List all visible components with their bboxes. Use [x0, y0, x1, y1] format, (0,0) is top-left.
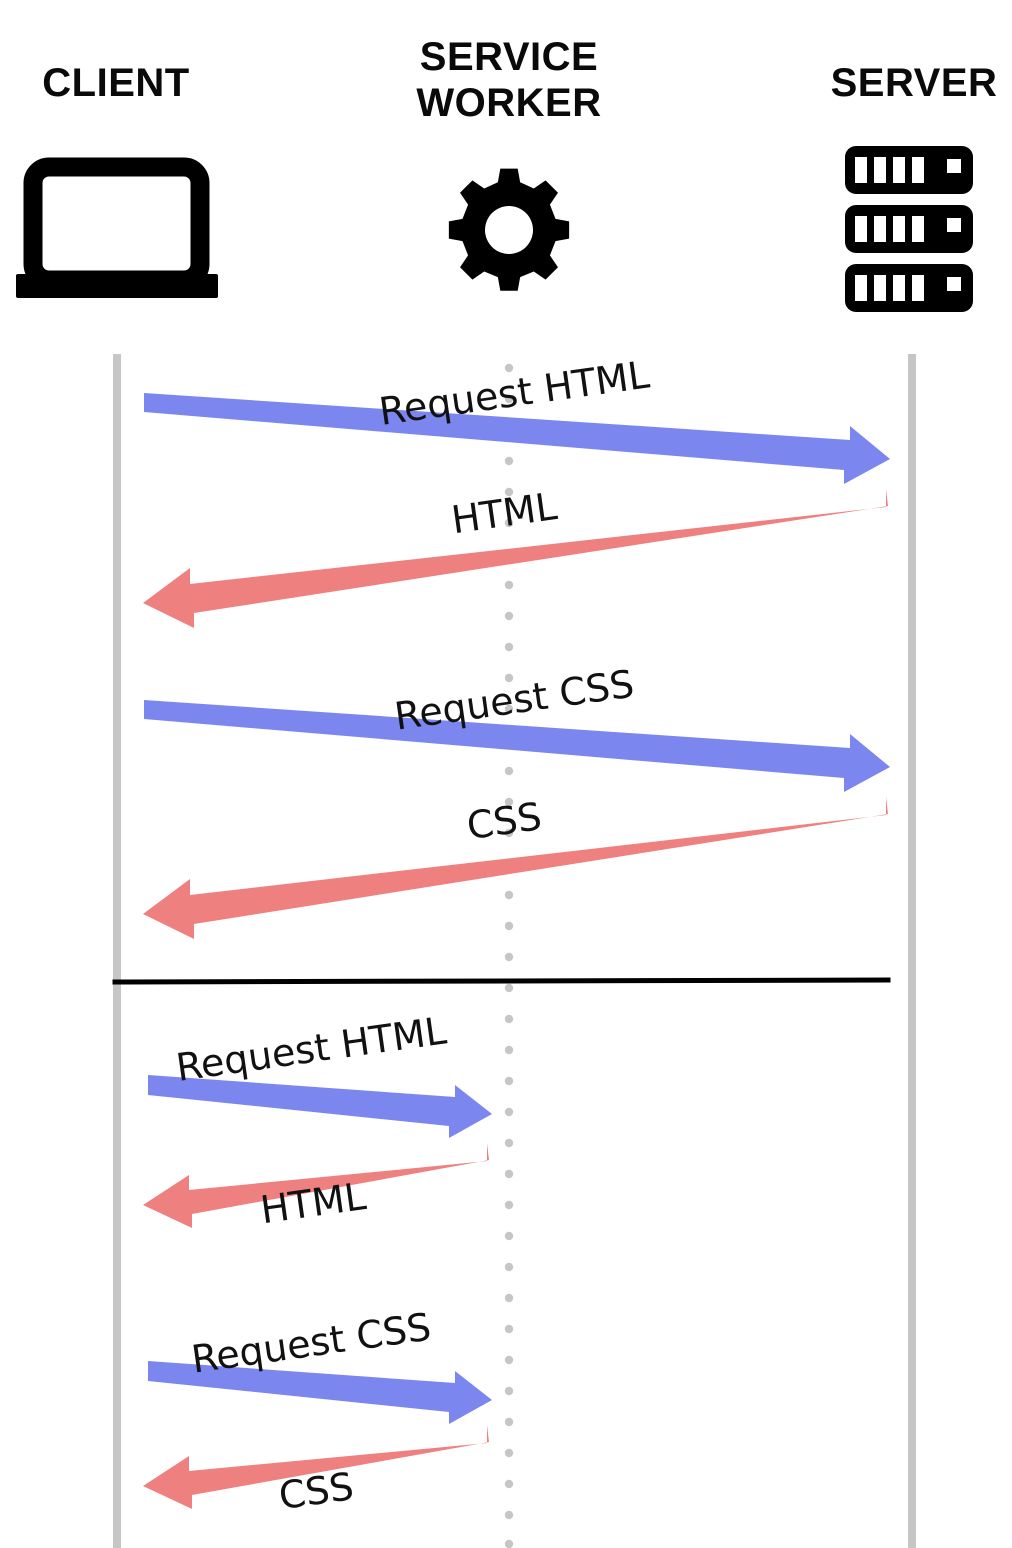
server-rack-unit: [845, 264, 973, 312]
message-arrow-request-html-network: [144, 393, 890, 484]
lifeline-service-worker: [504, 363, 514, 1548]
message-arrow-css-network: [143, 797, 888, 939]
lifeline-client: [113, 354, 121, 1548]
laptop-icon: [16, 157, 218, 298]
actor-title-server: SERVER: [831, 61, 998, 105]
message-arrow-request-css-network: [144, 700, 890, 792]
message-arrow-html-cached: [143, 1143, 489, 1228]
actor-title-service-worker-line1: SERVICE: [420, 35, 598, 79]
message-arrow-request-html-cached: [148, 1075, 492, 1138]
message-label-css-network: CSS: [464, 794, 544, 848]
message-label-html-network: HTML: [449, 484, 560, 542]
server-rack-icon: [845, 146, 973, 312]
message-label-css-cached: CSS: [276, 1464, 356, 1518]
server-rack-unit: [845, 146, 973, 194]
server-rack-unit: [845, 205, 973, 253]
message-label-request-css-cached: Request CSS: [189, 1305, 434, 1382]
gear-icon: [448, 168, 570, 291]
actor-title-service-worker-line2: WORKER: [416, 81, 601, 125]
message-arrow-html-network: [143, 489, 888, 628]
message-arrow-request-css-cached: [148, 1361, 492, 1424]
lifeline-server: [908, 354, 916, 1548]
message-arrow-css-cached: [143, 1425, 489, 1509]
section-divider: [112, 977, 891, 985]
message-label-request-html-cached: Request HTML: [173, 1008, 449, 1089]
actor-title-client: CLIENT: [42, 61, 189, 105]
